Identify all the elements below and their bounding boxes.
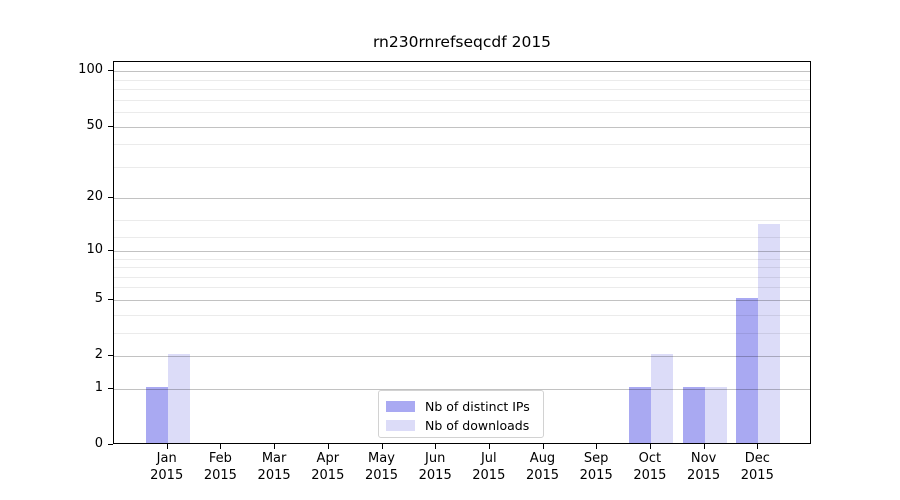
bar-nb-of-distinct-ips-jan [145, 386, 168, 443]
x-tick-label-dec: Dec 2015 [740, 451, 774, 483]
bar-nb-of-distinct-ips-oct [628, 386, 651, 443]
major-gridline [114, 299, 810, 301]
minor-gridline [114, 166, 810, 168]
legend-swatch-distinct-ips [386, 401, 415, 412]
y-tick [108, 197, 113, 199]
bar-nb-of-distinct-ips-nov [682, 386, 705, 443]
major-gridline [114, 126, 810, 128]
legend: Nb of distinct IPs Nb of downloads [378, 390, 544, 438]
y-tick [108, 249, 113, 251]
y-tick [108, 125, 113, 127]
y-tick-label: 10 [86, 241, 103, 257]
minor-gridline [114, 144, 810, 146]
bar-nb-of-downloads-dec [758, 223, 781, 443]
y-tick [108, 387, 113, 389]
x-tick-label-jan: Jan 2015 [150, 451, 184, 483]
major-gridline [114, 71, 810, 73]
x-tick-label-jun: Jun 2015 [418, 451, 452, 483]
y-tick-label: 50 [86, 117, 103, 133]
chart-title: rn230rnrefseqcdf 2015 [372, 33, 552, 51]
plot-area: Nb of distinct IPs Nb of downloads [113, 61, 811, 444]
y-tick-label: 2 [94, 347, 103, 362]
x-tick-label-apr: Apr 2015 [311, 451, 345, 483]
minor-gridline [114, 111, 810, 113]
minor-gridline [114, 287, 810, 289]
minor-gridline [114, 332, 810, 334]
minor-gridline [114, 220, 810, 222]
x-tick [327, 444, 329, 449]
x-tick-label-jul: Jul 2015 [472, 451, 506, 483]
x-tick-label-aug: Aug 2015 [525, 451, 560, 483]
x-tick [435, 444, 437, 449]
bar-nb-of-downloads-nov [704, 386, 727, 443]
y-tick [108, 298, 113, 300]
major-gridline [114, 198, 810, 200]
minor-gridline [114, 276, 810, 278]
legend-label-distinct-ips: Nb of distinct IPs [425, 399, 530, 414]
x-tick [542, 444, 544, 449]
bar-nb-of-downloads-oct [650, 354, 673, 443]
y-tick-label: 100 [78, 62, 103, 78]
y-tick [108, 70, 113, 72]
legend-swatch-downloads [386, 420, 415, 431]
x-tick-label-oct: Oct 2015 [633, 451, 667, 483]
x-tick-label-may: May 2015 [364, 451, 399, 483]
x-tick-label-sep: Sep 2015 [579, 451, 613, 483]
x-tick [757, 444, 759, 449]
minor-gridline [114, 314, 810, 316]
x-tick [381, 444, 383, 449]
x-tick [649, 444, 651, 449]
y-tick-label: 0 [94, 436, 103, 451]
legend-item-distinct-ips: Nb of distinct IPs [386, 397, 543, 416]
major-gridline [114, 250, 810, 252]
y-tick-label: 1 [94, 379, 103, 395]
y-tick [108, 355, 113, 356]
x-tick-label-nov: Nov 2015 [687, 451, 721, 483]
x-tick [274, 444, 276, 449]
major-gridline [114, 388, 810, 390]
y-tick-label: 5 [94, 290, 103, 306]
x-tick [220, 444, 222, 449]
minor-gridline [114, 89, 810, 90]
x-tick [703, 444, 705, 449]
major-gridline [114, 356, 810, 357]
x-tick-label-mar: Mar 2015 [257, 451, 291, 483]
bar-nb-of-downloads-jan [167, 354, 190, 443]
legend-item-downloads: Nb of downloads [386, 416, 543, 435]
y-tick [108, 444, 113, 445]
x-tick [488, 444, 490, 449]
x-tick-label-feb: Feb 2015 [203, 451, 237, 483]
minor-gridline [114, 258, 810, 260]
x-tick [596, 444, 598, 449]
minor-gridline [114, 237, 810, 239]
minor-gridline [114, 267, 810, 268]
legend-label-downloads: Nb of downloads [425, 418, 530, 433]
minor-gridline [114, 99, 810, 101]
minor-gridline [114, 79, 810, 81]
x-tick [166, 444, 168, 449]
y-tick-label: 20 [86, 189, 103, 205]
bar-nb-of-distinct-ips-dec [736, 297, 759, 443]
